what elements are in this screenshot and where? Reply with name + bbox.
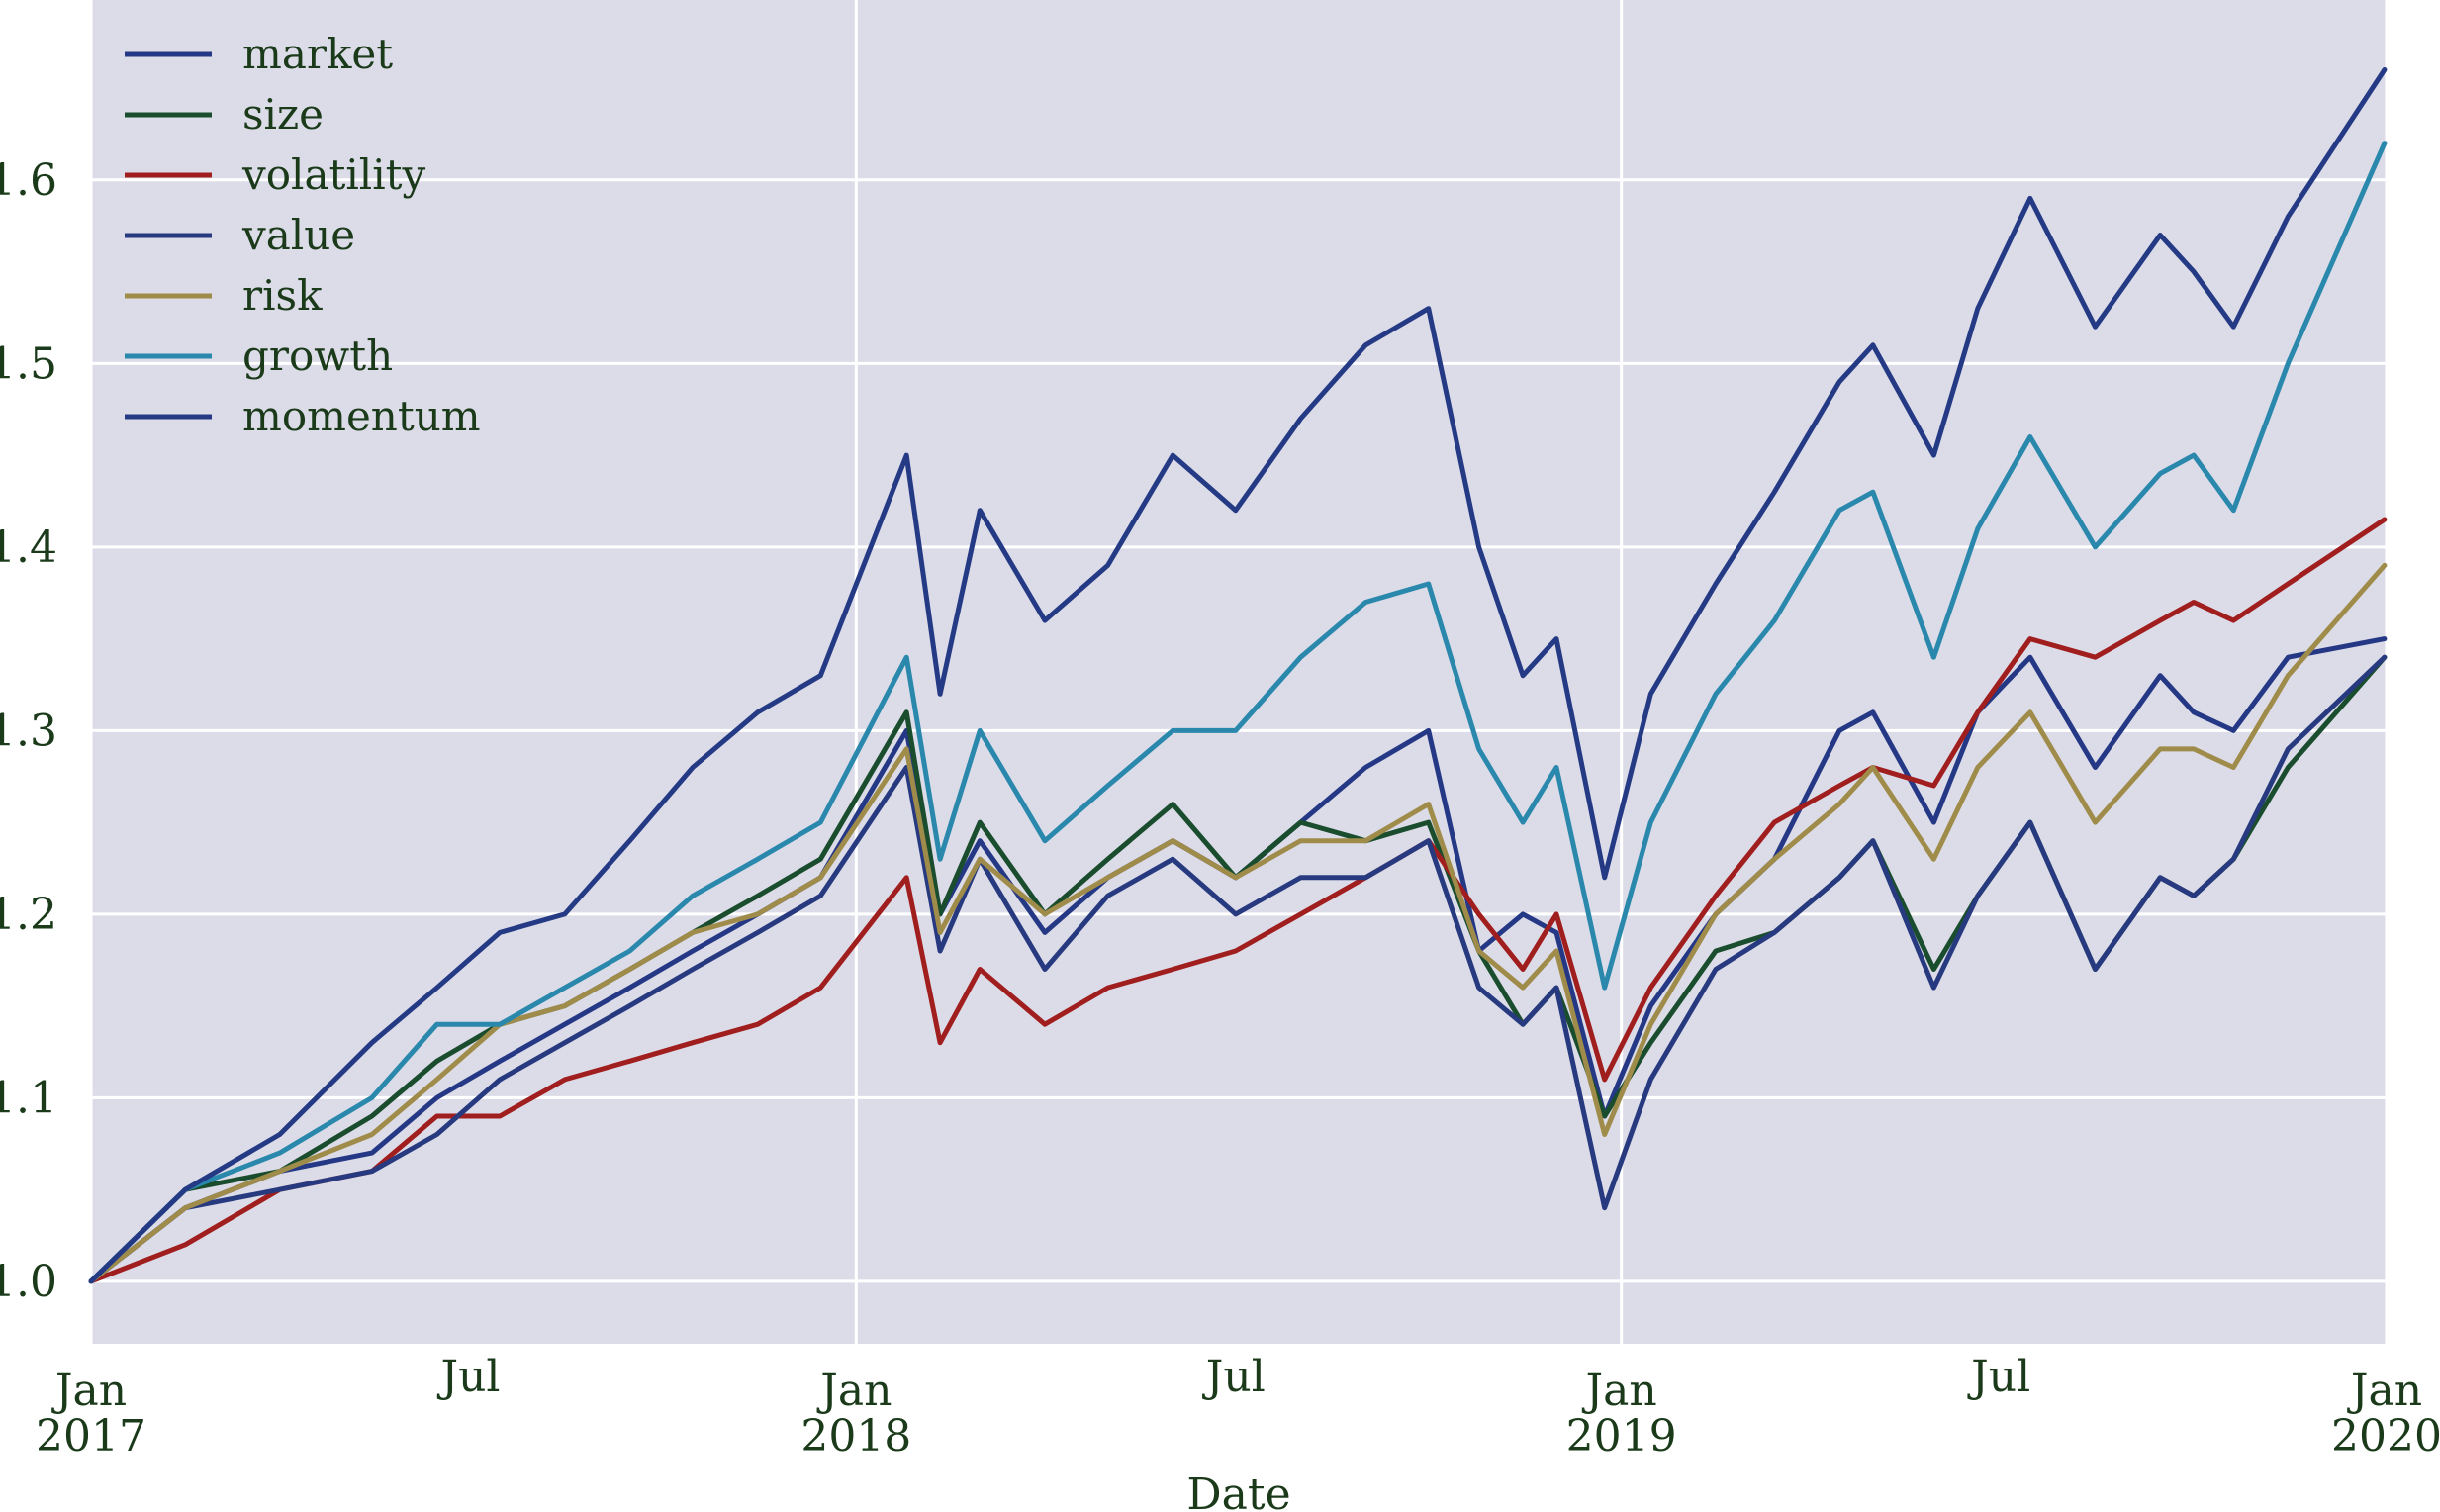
- legend-entry: growth: [242, 331, 393, 380]
- series-line-value: [88, 654, 2388, 1284]
- x-tick-label: Jan: [1582, 1366, 1657, 1416]
- y-tick-label: 1.6: [0, 155, 57, 206]
- series-line-risk: [88, 562, 2388, 1284]
- y-tick-label: 1.5: [0, 338, 57, 389]
- x-tick-label: Jul: [436, 1352, 500, 1402]
- x-tick-year-label: 2020: [2331, 1411, 2440, 1462]
- series-line-momentum: [88, 67, 2388, 1284]
- x-tick-label: Jul: [1967, 1352, 2030, 1402]
- y-tick-label: 1.0: [0, 1257, 57, 1307]
- y-axis-ticks: 1.0 1.1 1.2 1.3 1.4 1.5 1.6: [0, 155, 57, 1307]
- legend-entry: market: [242, 30, 393, 78]
- y-tick-label: 1.3: [0, 706, 57, 756]
- legend-entry: momentum: [242, 392, 481, 440]
- grid: [89, 0, 2389, 1344]
- legend: market size volatility value risk growth momen…: [125, 30, 481, 440]
- y-tick-label: 1.1: [0, 1073, 57, 1123]
- plot-background: [91, 0, 2387, 1344]
- x-tick-label: Jan: [2347, 1366, 2422, 1416]
- series-line-growth: [88, 141, 2388, 1284]
- x-tick-year-label: 2017: [36, 1411, 146, 1462]
- legend-entry: risk: [242, 271, 323, 320]
- x-axis-title: Date: [1186, 1469, 1290, 1512]
- x-tick-label: Jul: [1202, 1352, 1266, 1402]
- x-tick-year-label: 2019: [1566, 1411, 1677, 1462]
- x-tick-year-label: 2018: [800, 1411, 911, 1462]
- legend-entry: volatility: [241, 150, 426, 199]
- legend-entry: value: [241, 211, 355, 259]
- series-lines: [88, 67, 2388, 1284]
- legend-entry: size: [242, 90, 324, 139]
- y-tick-label: 1.4: [0, 522, 57, 573]
- x-tick-label: Jan: [51, 1366, 127, 1416]
- series-line-market: [88, 636, 2388, 1284]
- y-tick-label: 1.2: [0, 890, 57, 940]
- x-tick-label: Jan: [816, 1366, 892, 1416]
